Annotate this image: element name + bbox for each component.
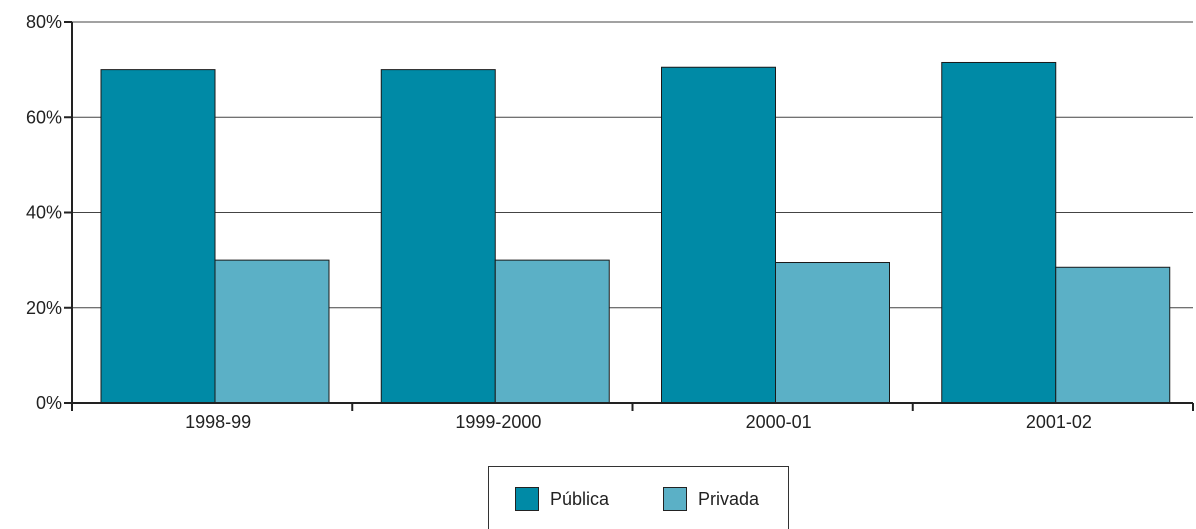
legend-label-privada: Privada [698, 488, 760, 509]
bar-publica-1999-2000 [380, 69, 496, 404]
axes [64, 21, 1194, 411]
y-tick-label: 80% [26, 12, 62, 32]
legend-item-publica: Pública [515, 487, 609, 511]
y-tick-label: 0% [36, 393, 62, 413]
x-tick-label: 1998-99 [185, 412, 251, 432]
x-tick-label: 1999-2000 [455, 412, 541, 432]
legend: Pública Privada [488, 466, 789, 529]
x-tick-label: 2000-01 [746, 412, 812, 432]
y-tick-label: 20% [26, 298, 62, 318]
bar-privada-1999-2000 [494, 259, 610, 404]
x-tick-label: 2001-02 [1026, 412, 1092, 432]
bar-privada-2001-02 [1055, 266, 1171, 404]
legend-swatch-publica [515, 487, 539, 511]
x-tick-labels: 1998-99 1999-2000 2000-01 2001-02 [185, 412, 1092, 432]
legend-label-publica: Pública [550, 488, 610, 509]
y-tick-label: 60% [26, 107, 62, 127]
bar-publica-1998-99 [100, 69, 216, 404]
y-tick-label: 40% [26, 203, 62, 223]
bar-publica-2001-02 [941, 61, 1057, 404]
bar-privada-1998-99 [214, 259, 330, 404]
bars [100, 61, 1171, 404]
bar-privada-2000-01 [775, 262, 890, 404]
legend-swatch-privada [663, 487, 687, 511]
legend-item-privada: Privada [663, 487, 759, 511]
y-tick-labels: 0% 20% 40% 60% 80% [26, 12, 62, 413]
bar-publica-2000-01 [661, 66, 776, 404]
bar-chart: 0% 20% 40% 60% 80% 1998-99 1999-2000 2000-01 20… [26, 12, 1194, 432]
